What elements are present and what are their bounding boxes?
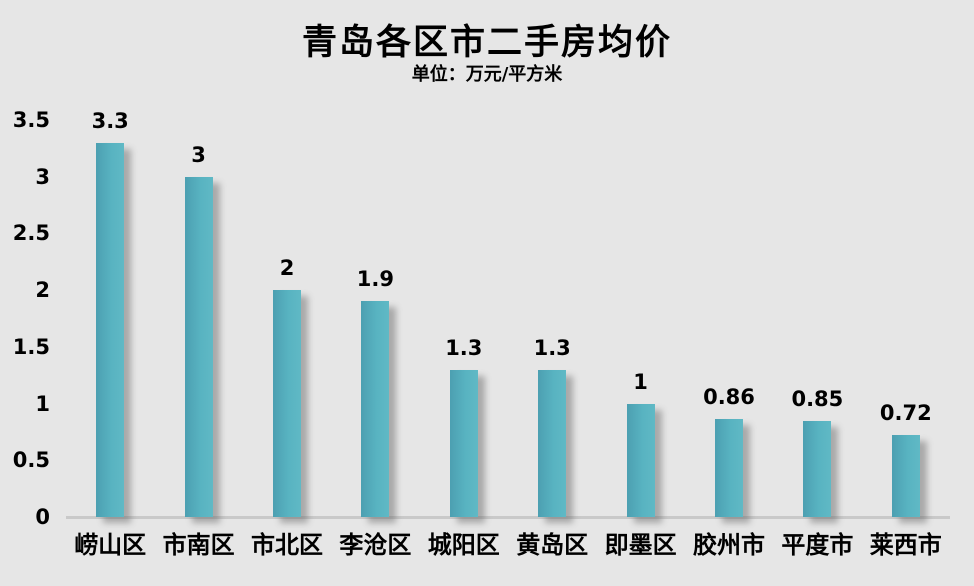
bar bbox=[715, 419, 743, 517]
x-axis-category-label: 黄岛区 bbox=[516, 531, 589, 559]
y-axis-tick-label: 0.5 bbox=[12, 448, 50, 473]
bar-value-label: 0.85 bbox=[791, 386, 844, 411]
x-axis-category-label: 即墨区 bbox=[604, 531, 677, 559]
x-axis-category-label: 平度市 bbox=[781, 531, 854, 559]
bar-value-label: 0.72 bbox=[879, 401, 932, 426]
bar bbox=[538, 369, 567, 517]
bar-value-label: 0.86 bbox=[703, 385, 755, 410]
bar bbox=[184, 176, 213, 517]
bar bbox=[449, 369, 478, 517]
bar bbox=[803, 420, 832, 517]
y-axis-tick-label: 1 bbox=[35, 391, 50, 416]
y-axis-tick-label: 2 bbox=[35, 278, 50, 303]
x-axis-category-label: 胶州市 bbox=[693, 531, 765, 559]
bar-value-label: 1.3 bbox=[533, 335, 571, 360]
x-axis-line bbox=[66, 516, 950, 519]
chart-subtitle: 单位：万元/平方米 bbox=[411, 64, 563, 85]
bar-value-label: 3.3 bbox=[91, 108, 129, 133]
bar bbox=[361, 301, 390, 517]
x-axis-category-label: 市北区 bbox=[251, 531, 323, 559]
x-axis-category-label: 市南区 bbox=[162, 531, 235, 559]
bar-value-label: 1.3 bbox=[445, 335, 483, 360]
bar bbox=[626, 403, 655, 517]
bar-value-label: 2 bbox=[279, 256, 295, 281]
y-axis-tick-label: 2.5 bbox=[12, 221, 50, 246]
x-axis-category-label: 李沧区 bbox=[339, 531, 412, 559]
bar-value-label: 1 bbox=[633, 369, 648, 394]
x-axis-category-label: 莱西市 bbox=[869, 531, 942, 559]
y-axis-tick-label: 3.5 bbox=[12, 108, 50, 132]
bar bbox=[96, 142, 125, 517]
chart-title: 青岛各区市二手房均价 bbox=[301, 23, 672, 63]
bar-value-label: 3 bbox=[191, 142, 206, 167]
y-axis-tick-label: 0 bbox=[35, 505, 50, 529]
y-axis-tick-label: 3 bbox=[35, 164, 50, 189]
bar bbox=[891, 435, 920, 517]
x-axis-category-label: 崂山区 bbox=[74, 531, 147, 559]
bar bbox=[273, 290, 301, 517]
bar-value-label: 1.9 bbox=[356, 267, 394, 292]
y-axis-tick-label: 1.5 bbox=[12, 334, 50, 359]
x-axis-category-label: 城阳区 bbox=[427, 531, 500, 559]
